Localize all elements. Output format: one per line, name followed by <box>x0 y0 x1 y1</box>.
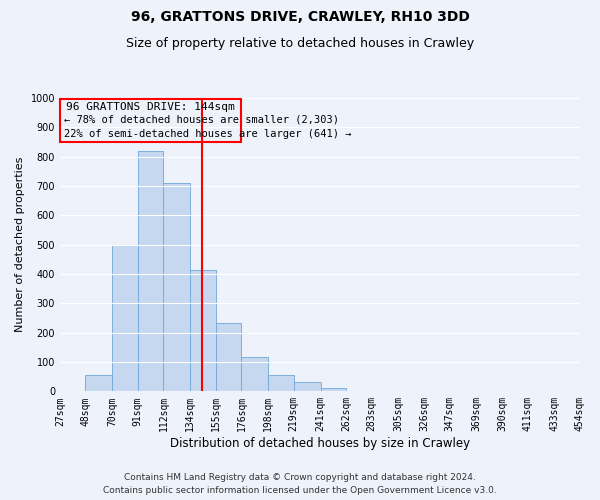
Bar <box>320 388 346 392</box>
Bar <box>85 375 112 392</box>
Text: ← 78% of detached houses are smaller (2,303): ← 78% of detached houses are smaller (2,… <box>64 115 338 125</box>
Bar <box>163 183 190 392</box>
Bar <box>241 357 268 392</box>
Bar <box>112 244 138 392</box>
Bar <box>294 382 320 392</box>
Text: 96, GRATTONS DRIVE, CRAWLEY, RH10 3DD: 96, GRATTONS DRIVE, CRAWLEY, RH10 3DD <box>131 10 469 24</box>
Bar <box>268 375 294 392</box>
Bar <box>138 151 163 392</box>
Text: 96 GRATTONS DRIVE: 144sqm: 96 GRATTONS DRIVE: 144sqm <box>66 102 235 113</box>
Bar <box>190 270 216 392</box>
Text: 22% of semi-detached houses are larger (641) →: 22% of semi-detached houses are larger (… <box>64 130 351 140</box>
X-axis label: Distribution of detached houses by size in Crawley: Distribution of detached houses by size … <box>170 437 470 450</box>
Y-axis label: Number of detached properties: Number of detached properties <box>15 157 25 332</box>
Bar <box>60 100 241 142</box>
Text: Contains HM Land Registry data © Crown copyright and database right 2024.
Contai: Contains HM Land Registry data © Crown c… <box>103 473 497 495</box>
Bar <box>216 324 241 392</box>
Title: 96, GRATTONS DRIVE, CRAWLEY, RH10 3DD
Size of property relative to detached hous: 96, GRATTONS DRIVE, CRAWLEY, RH10 3DD Si… <box>0 499 1 500</box>
Text: Size of property relative to detached houses in Crawley: Size of property relative to detached ho… <box>126 38 474 51</box>
